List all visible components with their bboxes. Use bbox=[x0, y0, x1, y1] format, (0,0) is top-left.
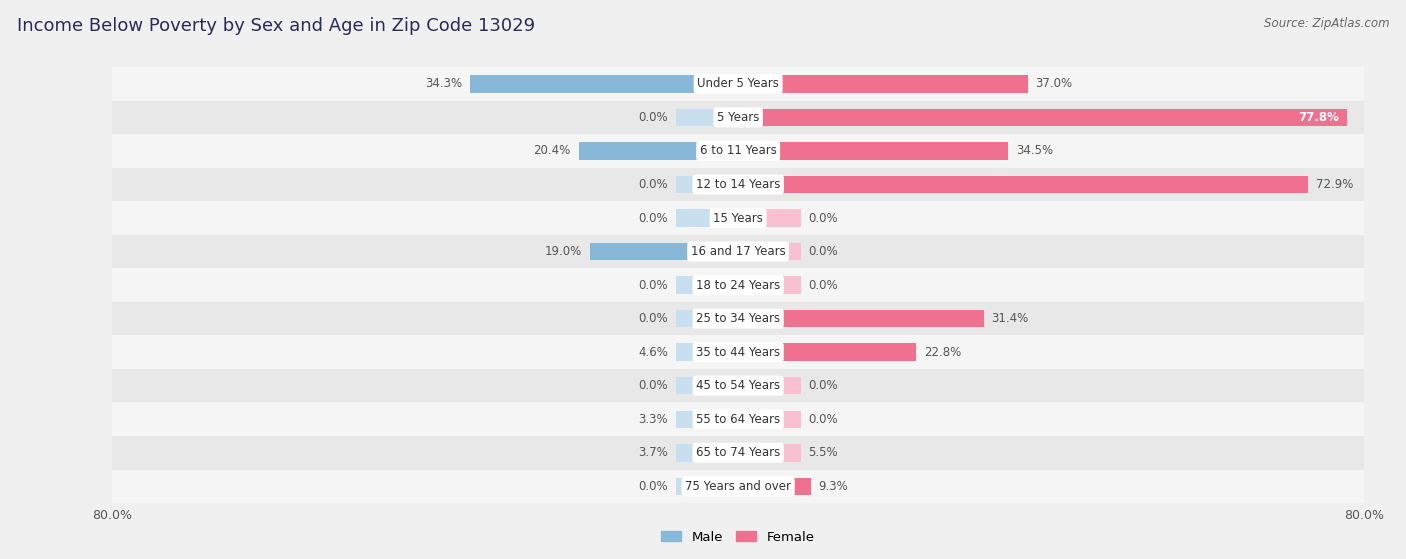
Bar bbox=[579, 142, 738, 160]
Bar bbox=[738, 142, 1008, 160]
Text: 65 to 74 Years: 65 to 74 Years bbox=[696, 446, 780, 459]
Legend: Male, Female: Male, Female bbox=[657, 525, 820, 549]
Bar bbox=[112, 402, 1364, 436]
Text: 5.5%: 5.5% bbox=[808, 446, 838, 459]
Text: 22.8%: 22.8% bbox=[924, 345, 962, 359]
Bar bbox=[112, 67, 1364, 101]
Text: 5 Years: 5 Years bbox=[717, 111, 759, 124]
Bar bbox=[713, 410, 738, 428]
Bar bbox=[112, 201, 1364, 235]
Bar bbox=[738, 410, 801, 428]
Bar bbox=[675, 310, 738, 328]
Text: 20.4%: 20.4% bbox=[533, 144, 571, 158]
Text: 72.9%: 72.9% bbox=[1316, 178, 1354, 191]
Bar bbox=[675, 410, 738, 428]
Text: 15 Years: 15 Years bbox=[713, 211, 763, 225]
Bar bbox=[738, 377, 801, 395]
Bar bbox=[738, 108, 801, 126]
Bar bbox=[675, 276, 738, 294]
Text: Source: ZipAtlas.com: Source: ZipAtlas.com bbox=[1264, 17, 1389, 30]
Text: 34.5%: 34.5% bbox=[1015, 144, 1053, 158]
Bar bbox=[738, 444, 782, 462]
Bar bbox=[675, 75, 738, 93]
Bar bbox=[709, 444, 738, 462]
Text: 3.7%: 3.7% bbox=[638, 446, 668, 459]
Text: 0.0%: 0.0% bbox=[808, 413, 838, 426]
Bar bbox=[738, 343, 917, 361]
Bar bbox=[675, 209, 738, 227]
Text: 0.0%: 0.0% bbox=[638, 111, 668, 124]
Bar bbox=[738, 477, 811, 495]
Text: 34.3%: 34.3% bbox=[425, 77, 463, 91]
Text: 55 to 64 Years: 55 to 64 Years bbox=[696, 413, 780, 426]
Text: 37.0%: 37.0% bbox=[1035, 77, 1073, 91]
Bar bbox=[738, 343, 801, 361]
Text: 0.0%: 0.0% bbox=[808, 245, 838, 258]
Text: 0.0%: 0.0% bbox=[808, 278, 838, 292]
Text: 3.3%: 3.3% bbox=[638, 413, 668, 426]
Bar bbox=[738, 477, 801, 495]
Bar bbox=[675, 444, 738, 462]
Bar bbox=[675, 243, 738, 260]
Text: 0.0%: 0.0% bbox=[808, 211, 838, 225]
Bar bbox=[738, 310, 984, 328]
Bar bbox=[675, 377, 738, 395]
Bar bbox=[112, 470, 1364, 503]
Bar bbox=[675, 343, 738, 361]
Bar bbox=[112, 101, 1364, 134]
Text: 25 to 34 Years: 25 to 34 Years bbox=[696, 312, 780, 325]
Bar bbox=[675, 108, 738, 126]
Text: 4.6%: 4.6% bbox=[638, 345, 668, 359]
Bar bbox=[738, 108, 1347, 126]
Bar bbox=[675, 176, 738, 193]
Bar bbox=[589, 243, 738, 260]
Text: 0.0%: 0.0% bbox=[638, 178, 668, 191]
Bar bbox=[738, 75, 801, 93]
Text: Income Below Poverty by Sex and Age in Zip Code 13029: Income Below Poverty by Sex and Age in Z… bbox=[17, 17, 536, 35]
Bar bbox=[470, 75, 738, 93]
Bar bbox=[112, 168, 1364, 201]
Bar bbox=[112, 302, 1364, 335]
Text: 77.8%: 77.8% bbox=[1298, 111, 1339, 124]
Bar bbox=[112, 235, 1364, 268]
Text: 0.0%: 0.0% bbox=[808, 379, 838, 392]
Text: 45 to 54 Years: 45 to 54 Years bbox=[696, 379, 780, 392]
Text: 35 to 44 Years: 35 to 44 Years bbox=[696, 345, 780, 359]
Text: Under 5 Years: Under 5 Years bbox=[697, 77, 779, 91]
Bar bbox=[738, 276, 801, 294]
Bar bbox=[112, 134, 1364, 168]
Text: 12 to 14 Years: 12 to 14 Years bbox=[696, 178, 780, 191]
Text: 16 and 17 Years: 16 and 17 Years bbox=[690, 245, 786, 258]
Bar bbox=[738, 176, 1309, 193]
Text: 0.0%: 0.0% bbox=[638, 312, 668, 325]
Bar bbox=[738, 310, 801, 328]
Bar bbox=[738, 444, 801, 462]
Bar bbox=[112, 369, 1364, 402]
Bar bbox=[675, 142, 738, 160]
Text: 0.0%: 0.0% bbox=[638, 480, 668, 493]
Text: 0.0%: 0.0% bbox=[638, 379, 668, 392]
Text: 18 to 24 Years: 18 to 24 Years bbox=[696, 278, 780, 292]
Text: 6 to 11 Years: 6 to 11 Years bbox=[700, 144, 776, 158]
Bar bbox=[738, 142, 801, 160]
Bar bbox=[112, 436, 1364, 470]
Bar bbox=[702, 343, 738, 361]
Text: 75 Years and over: 75 Years and over bbox=[685, 480, 792, 493]
Text: 0.0%: 0.0% bbox=[638, 211, 668, 225]
Bar bbox=[112, 335, 1364, 369]
Text: 19.0%: 19.0% bbox=[544, 245, 582, 258]
Text: 9.3%: 9.3% bbox=[818, 480, 848, 493]
Bar bbox=[738, 75, 1028, 93]
Text: 31.4%: 31.4% bbox=[991, 312, 1029, 325]
Bar bbox=[738, 209, 801, 227]
Bar bbox=[675, 477, 738, 495]
Text: 0.0%: 0.0% bbox=[638, 278, 668, 292]
Bar bbox=[738, 176, 801, 193]
Bar bbox=[112, 268, 1364, 302]
Bar bbox=[738, 243, 801, 260]
